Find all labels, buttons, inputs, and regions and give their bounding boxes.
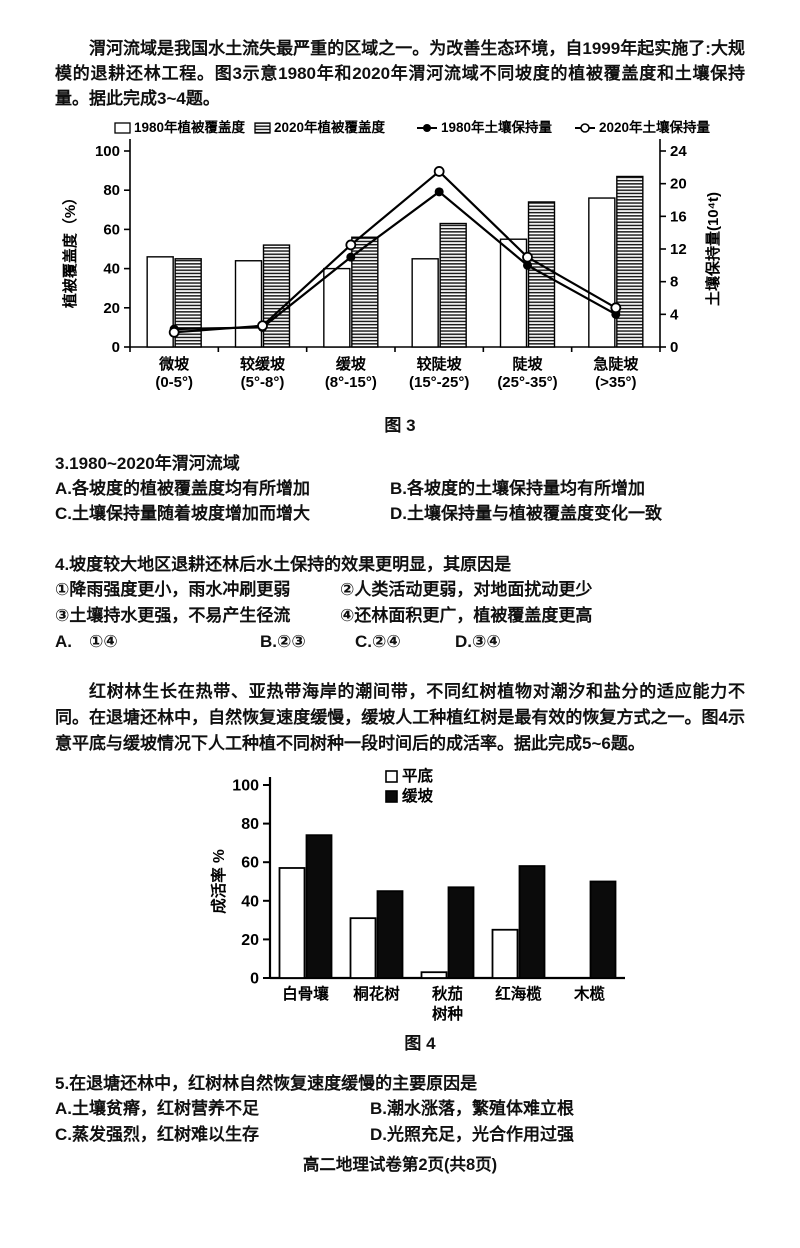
svg-text:植被覆盖度（%）: 植被覆盖度（%） <box>61 190 79 308</box>
svg-text:80: 80 <box>241 816 259 833</box>
svg-text:8: 8 <box>670 274 678 291</box>
svg-text:100: 100 <box>232 778 259 795</box>
question-4-option-a: A. ①④ <box>55 632 118 651</box>
figure3-caption: 图 3 <box>384 416 416 435</box>
svg-text:0: 0 <box>112 339 120 356</box>
question-4-item-4: ④还林面积更广，植被覆盖度更高 <box>340 606 593 625</box>
question-5-option-c: C.蒸发强烈，红树难以生存 <box>55 1125 259 1144</box>
svg-text:1980年植被覆盖度: 1980年植被覆盖度 <box>134 119 246 135</box>
svg-text:(8°-15°): (8°-15°) <box>325 374 377 391</box>
svg-text:0: 0 <box>670 339 678 356</box>
svg-text:急陡坡: 急陡坡 <box>593 355 638 373</box>
svg-text:60: 60 <box>103 221 120 238</box>
question-4-option-d: D.③④ <box>455 632 501 651</box>
question-3-option-b: B.各坡度的土壤保持量均有所增加 <box>390 479 645 498</box>
figure-3: 0 20 40 60 80 100 0 4 8 12 16 20 24 微坡 (0-5°) 较缓坡 (5°-8°… <box>55 115 745 437</box>
svg-text:20: 20 <box>670 176 687 193</box>
svg-text:陡坡: 陡坡 <box>512 355 542 373</box>
question-4-item-3: ③土壤持水更强，不易产生径流 <box>55 606 291 625</box>
figure-4: 0 20 40 60 80 100 成活率 % 白骨壤 桐花树 秋茄 红海榄 木榄树种 平底 缓坡 图 4 <box>55 763 745 1055</box>
svg-text:20: 20 <box>103 300 120 317</box>
question-3-option-a: A.各坡度的植被覆盖度均有所增加 <box>55 479 310 498</box>
svg-text:(15°-25°): (15°-25°) <box>409 374 469 391</box>
svg-text:40: 40 <box>103 261 120 278</box>
question-4-option-b: B.②③ <box>260 632 306 651</box>
question-3-option-c: C.土壤保持量随着坡度增加而增大 <box>55 504 310 523</box>
svg-text:40: 40 <box>241 893 259 910</box>
svg-text:缓坡: 缓坡 <box>336 355 366 373</box>
intro-paragraph-2: 红树林生长在热带、亚热带海岸的潮间带，不同红树植物对潮汐和盐分的适应能力不同。在… <box>55 682 745 753</box>
question-5: 5.在退塘还林中，红树林自然恢复速度缓慢的主要原因是 A.土壤贫瘠，红树营养不足… <box>55 1071 745 1148</box>
svg-text:较陡坡: 较陡坡 <box>417 355 462 373</box>
question-5-option-b: B.潮水涨落，繁殖体难立根 <box>370 1099 574 1118</box>
svg-text:(>35°): (>35°) <box>595 374 636 391</box>
page-footer: 高二地理试卷第2页(共8页) <box>302 1156 498 1174</box>
svg-text:土壤保持量(10⁴t): 土壤保持量(10⁴t) <box>704 192 722 306</box>
svg-text:秋茄: 秋茄 <box>432 984 463 1003</box>
svg-text:成活率 %: 成活率 % <box>209 849 228 914</box>
svg-text:4: 4 <box>670 306 679 323</box>
svg-text:20: 20 <box>241 932 259 949</box>
svg-text:平底: 平底 <box>402 766 434 785</box>
svg-text:树种: 树种 <box>432 1004 463 1023</box>
question-4-stem: 4.坡度较大地区退耕还林后水土保持的效果更明显，其原因是 <box>55 555 512 574</box>
svg-text:木榄: 木榄 <box>573 984 606 1003</box>
question-5-option-a: A.土壤贫瘠，红树营养不足 <box>55 1099 259 1118</box>
svg-text:2020年植被覆盖度: 2020年植被覆盖度 <box>274 119 386 135</box>
svg-text:(25°-35°): (25°-35°) <box>497 374 557 391</box>
svg-text:(0-5°): (0-5°) <box>155 374 193 391</box>
svg-text:100: 100 <box>95 143 120 160</box>
question-3: 3.1980~2020年渭河流域 A.各坡度的植被覆盖度均有所增加 B.各坡度的… <box>55 451 745 526</box>
question-5-option-d: D.光照充足，光合作用过强 <box>370 1125 574 1144</box>
svg-text:1980年土壤保持量: 1980年土壤保持量 <box>441 119 553 135</box>
question-4-item-2: ②人类活动更弱，对地面扰动更少 <box>340 580 593 599</box>
svg-text:60: 60 <box>241 855 259 872</box>
question-5-stem: 5.在退塘还林中，红树林自然恢复速度缓慢的主要原因是 <box>55 1074 478 1093</box>
svg-text:红海榄: 红海榄 <box>495 984 542 1003</box>
svg-text:白骨壤: 白骨壤 <box>282 984 329 1003</box>
figure3-chart: 0 20 40 60 80 100 0 4 8 12 16 20 24 微坡(0-5°) 较缓坡(5°-8°… <box>61 119 722 391</box>
question-4: 4.坡度较大地区退耕还林后水土保持的效果更明显，其原因是 ①降雨强度更小，雨水冲… <box>55 552 745 655</box>
question-4-item-1: ①降雨强度更小，雨水冲刷更弱 <box>55 580 291 599</box>
intro-paragraph-1: 渭河流域是我国水土流失最严重的区域之一。为改善生态环境，自1999年起实施了:大… <box>55 39 745 108</box>
svg-text:12: 12 <box>670 241 687 258</box>
svg-text:桐花树: 桐花树 <box>353 984 400 1003</box>
question-3-option-d: D.土壤保持量与植被覆盖度变化一致 <box>390 504 662 523</box>
svg-text:80: 80 <box>103 182 120 199</box>
figure4-caption: 图 4 <box>404 1034 436 1053</box>
svg-text:缓坡: 缓坡 <box>402 786 434 805</box>
svg-text:2020年土壤保持量: 2020年土壤保持量 <box>599 119 711 135</box>
question-3-stem: 3.1980~2020年渭河流域 <box>55 454 240 473</box>
svg-text:较缓坡: 较缓坡 <box>240 355 285 373</box>
svg-text:(5°-8°): (5°-8°) <box>241 374 285 391</box>
svg-text:24: 24 <box>670 143 687 160</box>
question-4-option-c: C.②④ <box>355 632 401 651</box>
svg-text:0: 0 <box>250 971 259 988</box>
svg-text:16: 16 <box>670 208 687 225</box>
svg-text:微坡: 微坡 <box>158 355 189 373</box>
